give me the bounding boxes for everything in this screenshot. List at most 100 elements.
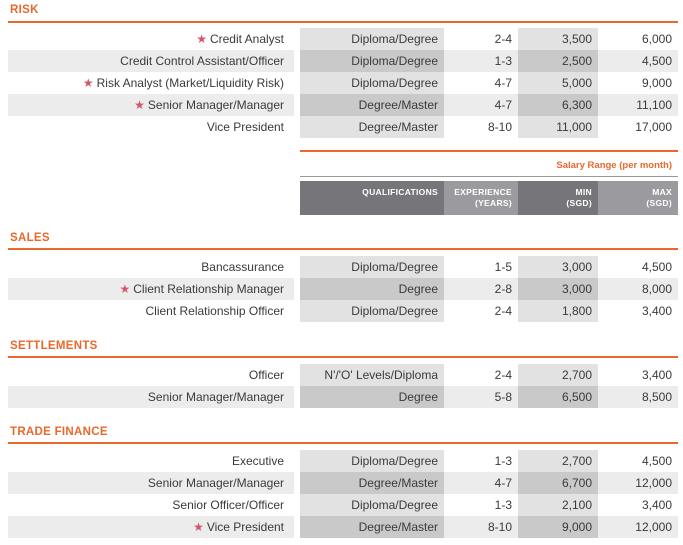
table-row: Senior Manager/Manager Degree 5-8 6,500 … bbox=[0, 386, 683, 408]
max-salary-cell: 4,500 bbox=[598, 50, 678, 72]
max-salary-cell: 6,000 bbox=[641, 32, 672, 46]
role-label: Credit Analyst bbox=[209, 32, 284, 46]
qualification-cell: Degree/Master bbox=[300, 516, 444, 538]
role-label: Credit Control Assistant/Officer bbox=[8, 50, 294, 72]
header-rule bbox=[300, 150, 678, 152]
qualifications-header: QUALIFICATIONS bbox=[300, 181, 444, 215]
experience-cell: 2-4 bbox=[494, 32, 512, 46]
experience-cell: 4-7 bbox=[444, 472, 518, 494]
max-salary-cell: 3,400 bbox=[641, 368, 672, 382]
table-row: Senior Manager/Manager Degree/Master 4-7… bbox=[0, 472, 683, 494]
max-salary-cell: 12,000 bbox=[598, 472, 678, 494]
section-title-settlements: SETTLEMENTS bbox=[10, 340, 98, 352]
role-label: Vice President bbox=[206, 120, 284, 134]
max-salary-cell: 3,400 bbox=[641, 304, 672, 318]
header-divider bbox=[300, 176, 678, 177]
star-icon: ★ bbox=[119, 282, 131, 296]
role-label: Senior Officer/Officer bbox=[172, 498, 284, 512]
max-salary-cell: 4,500 bbox=[641, 260, 672, 274]
qualification-cell: Diploma/Degree bbox=[300, 50, 444, 72]
min-header: MIN (SGD) bbox=[518, 181, 598, 215]
qualification-cell: Degree bbox=[300, 278, 444, 300]
experience-cell: 8-10 bbox=[487, 120, 512, 134]
qualification-cell: Diploma/Degree bbox=[300, 300, 444, 322]
experience-cell: 2-8 bbox=[444, 278, 518, 300]
table-row: Credit Control Assistant/Officer Diploma… bbox=[0, 50, 683, 72]
section-rule-sales bbox=[8, 248, 678, 250]
min-salary-cell: 11,000 bbox=[518, 116, 598, 138]
min-salary-cell: 3,000 bbox=[518, 278, 598, 300]
section-rule-settlements bbox=[8, 356, 678, 358]
max-salary-cell: 8,500 bbox=[598, 386, 678, 408]
role-label: Vice President bbox=[206, 520, 284, 534]
qualification-cell: Diploma/Degree bbox=[300, 256, 444, 278]
experience-cell: 4-7 bbox=[494, 76, 512, 90]
min-salary-cell: 6,500 bbox=[518, 386, 598, 408]
max-salary-cell: 8,000 bbox=[598, 278, 678, 300]
role-label: Client Relationship Manager bbox=[133, 282, 284, 296]
experience-cell: 1-3 bbox=[444, 50, 518, 72]
section-title-risk: RISK bbox=[10, 4, 39, 16]
qualification-cell: Diploma/Degree bbox=[300, 450, 444, 472]
role-label: Executive bbox=[231, 454, 284, 468]
table-row: Bancassurance Diploma/Degree 1-5 3,000 4… bbox=[0, 256, 683, 278]
qualification-cell: Diploma/Degree bbox=[300, 28, 444, 50]
experience-cell: 2-4 bbox=[494, 304, 512, 318]
max-salary-cell: 9,000 bbox=[641, 76, 672, 90]
table-row: Senior Officer/Officer Diploma/Degree 1-… bbox=[0, 494, 683, 516]
min-salary-cell: 5,000 bbox=[518, 72, 598, 94]
min-salary-cell: 6,300 bbox=[518, 94, 598, 116]
experience-cell: 8-10 bbox=[444, 516, 518, 538]
experience-header: EXPERIENCE (YEARS) bbox=[444, 181, 518, 215]
qualification-cell: N'/'O' Levels/Diploma bbox=[300, 364, 444, 386]
table-row: Client Relationship Officer Diploma/Degr… bbox=[0, 300, 683, 322]
section-title-trade-finance: TRADE FINANCE bbox=[10, 426, 108, 438]
role-label: Risk Analyst (Market/Liquidity Risk) bbox=[96, 76, 284, 90]
max-salary-cell: 17,000 bbox=[635, 120, 672, 134]
qualification-cell: Degree/Master bbox=[300, 116, 444, 138]
qualification-cell: Diploma/Degree bbox=[300, 494, 444, 516]
max-header: MAX (SGD) bbox=[598, 181, 678, 215]
max-salary-cell: 4,500 bbox=[641, 454, 672, 468]
role-label: Senior Manager/Manager bbox=[8, 472, 294, 494]
max-salary-cell: 12,000 bbox=[598, 516, 678, 538]
qualification-cell: Diploma/Degree bbox=[300, 72, 444, 94]
table-row: ★ Vice President Degree/Master 8-10 9,000… bbox=[0, 516, 683, 538]
star-icon: ★ bbox=[134, 98, 145, 112]
min-salary-cell: 2,700 bbox=[518, 450, 598, 472]
min-salary-cell: 3,000 bbox=[518, 256, 598, 278]
table-row: ★ Senior Manager/Manager Degree/Master 4-… bbox=[0, 94, 683, 116]
table-row: ★ Risk Analyst (Market/Liquidity Risk) Di… bbox=[0, 72, 683, 94]
role-label: Client Relationship Officer bbox=[145, 304, 284, 318]
section-rule-risk bbox=[8, 21, 678, 23]
section-title-sales: SALES bbox=[10, 232, 50, 244]
table-row: ★ Credit Analyst Diploma/Degree 2-4 3,500… bbox=[0, 28, 683, 50]
role-label: Senior Manager/Manager bbox=[147, 98, 284, 112]
min-salary-cell: 9,000 bbox=[518, 516, 598, 538]
min-salary-cell: 2,700 bbox=[518, 364, 598, 386]
min-salary-cell: 1,800 bbox=[518, 300, 598, 322]
min-salary-cell: 3,500 bbox=[518, 28, 598, 50]
experience-cell: 4-7 bbox=[444, 94, 518, 116]
experience-cell: 2-4 bbox=[494, 368, 512, 382]
section-rule-trade-finance bbox=[8, 442, 678, 444]
max-salary-cell: 11,100 bbox=[598, 94, 678, 116]
table-row: Officer N'/'O' Levels/Diploma 2-4 2,700 … bbox=[0, 364, 683, 386]
table-row: Executive Diploma/Degree 1-3 2,700 4,500 bbox=[0, 450, 683, 472]
table-row: Vice President Degree/Master 8-10 11,000… bbox=[0, 116, 683, 138]
star-icon: ★ bbox=[193, 520, 204, 534]
min-salary-cell: 2,500 bbox=[518, 50, 598, 72]
star-icon: ★ bbox=[82, 76, 94, 90]
max-salary-cell: 3,400 bbox=[641, 498, 672, 512]
experience-cell: 1-3 bbox=[494, 454, 512, 468]
experience-cell: 5-8 bbox=[444, 386, 518, 408]
salary-range-label: Salary Range (per month) bbox=[556, 160, 672, 171]
min-salary-cell: 2,100 bbox=[518, 494, 598, 516]
star-icon: ★ bbox=[196, 32, 207, 46]
role-label: Senior Manager/Manager bbox=[8, 386, 294, 408]
qualification-cell: Degree/Master bbox=[300, 472, 444, 494]
qualification-cell: Degree/Master bbox=[300, 94, 444, 116]
experience-cell: 1-5 bbox=[494, 260, 512, 274]
role-label: Bancassurance bbox=[201, 260, 284, 274]
min-salary-cell: 6,700 bbox=[518, 472, 598, 494]
